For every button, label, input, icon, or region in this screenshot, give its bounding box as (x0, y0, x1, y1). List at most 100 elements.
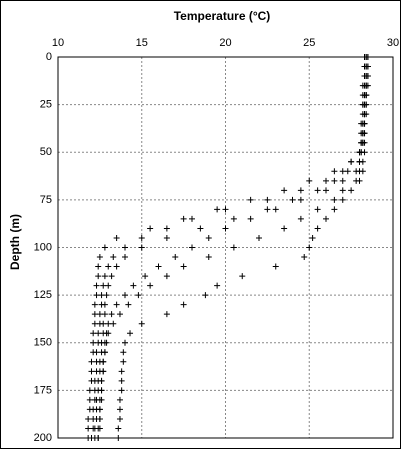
x-tick-label: 25 (303, 37, 315, 49)
marker (247, 196, 254, 203)
marker (172, 254, 179, 261)
marker (93, 349, 100, 356)
marker (108, 273, 115, 280)
marker (118, 387, 125, 394)
marker (247, 215, 254, 222)
marker (108, 311, 115, 318)
marker (314, 225, 321, 232)
marker (339, 187, 346, 194)
marker (115, 435, 122, 441)
x-tick-label: 15 (136, 37, 148, 49)
marker (101, 244, 108, 251)
marker (348, 158, 355, 165)
y-tick-label: 25 (40, 99, 52, 111)
marker (93, 282, 100, 289)
marker (105, 320, 112, 327)
marker (98, 301, 105, 308)
marker (331, 168, 338, 175)
marker (138, 244, 145, 251)
plot-border (57, 56, 394, 439)
y-axis-label: Depth (m) (8, 214, 22, 270)
marker (101, 311, 108, 318)
y-tick-label: 75 (40, 194, 52, 206)
marker (202, 292, 209, 299)
marker (101, 349, 108, 356)
marker (297, 196, 304, 203)
marker (155, 263, 162, 270)
marker (96, 320, 103, 327)
marker (264, 206, 271, 213)
marker (91, 377, 98, 384)
x-tick-label: 20 (219, 37, 231, 49)
marker (348, 187, 355, 194)
marker (103, 292, 110, 299)
marker (101, 273, 108, 280)
marker (214, 282, 221, 289)
marker (113, 234, 120, 241)
marker (113, 301, 120, 308)
marker (281, 187, 288, 194)
marker (135, 292, 142, 299)
marker (314, 187, 321, 194)
marker (116, 406, 123, 413)
marker (309, 234, 316, 241)
marker (272, 263, 279, 270)
marker (120, 358, 127, 365)
marker (163, 273, 170, 280)
marker (96, 415, 103, 422)
marker (331, 206, 338, 213)
marker (105, 330, 112, 337)
marker (361, 120, 368, 127)
marker (339, 177, 346, 184)
marker (189, 244, 195, 251)
marker (239, 273, 246, 280)
marker (91, 387, 98, 394)
y-tick-label: 200 (34, 432, 52, 444)
marker (363, 92, 370, 99)
marker (93, 292, 100, 299)
marker (363, 82, 370, 89)
marker (359, 130, 366, 137)
marker (272, 206, 279, 213)
marker (125, 301, 132, 308)
marker (364, 54, 371, 60)
marker (301, 254, 308, 261)
marker (122, 244, 128, 251)
marker (118, 377, 125, 384)
marker (331, 177, 338, 184)
marker (163, 225, 170, 232)
marker (142, 273, 149, 280)
marker (230, 244, 237, 251)
marker (116, 415, 123, 422)
marker (122, 254, 128, 261)
marker (98, 387, 105, 394)
x-tick-label: 30 (387, 37, 399, 49)
marker (93, 358, 100, 365)
y-tick-label: 175 (34, 384, 52, 396)
marker (98, 292, 105, 299)
marker (297, 187, 304, 194)
marker (361, 111, 368, 118)
marker (120, 349, 127, 356)
marker (90, 330, 97, 337)
marker (289, 196, 296, 203)
marker (100, 358, 107, 365)
marker (95, 330, 102, 337)
marker (96, 254, 103, 261)
marker (331, 196, 338, 203)
marker (147, 225, 154, 232)
marker (105, 282, 112, 289)
marker (88, 435, 95, 441)
marker (364, 63, 371, 70)
marker (180, 263, 187, 270)
marker (100, 282, 107, 289)
marker (90, 406, 97, 413)
marker (91, 311, 98, 318)
marker (90, 339, 97, 346)
marker (96, 406, 103, 413)
marker (306, 244, 313, 251)
marker (96, 396, 103, 403)
marker (91, 301, 98, 308)
